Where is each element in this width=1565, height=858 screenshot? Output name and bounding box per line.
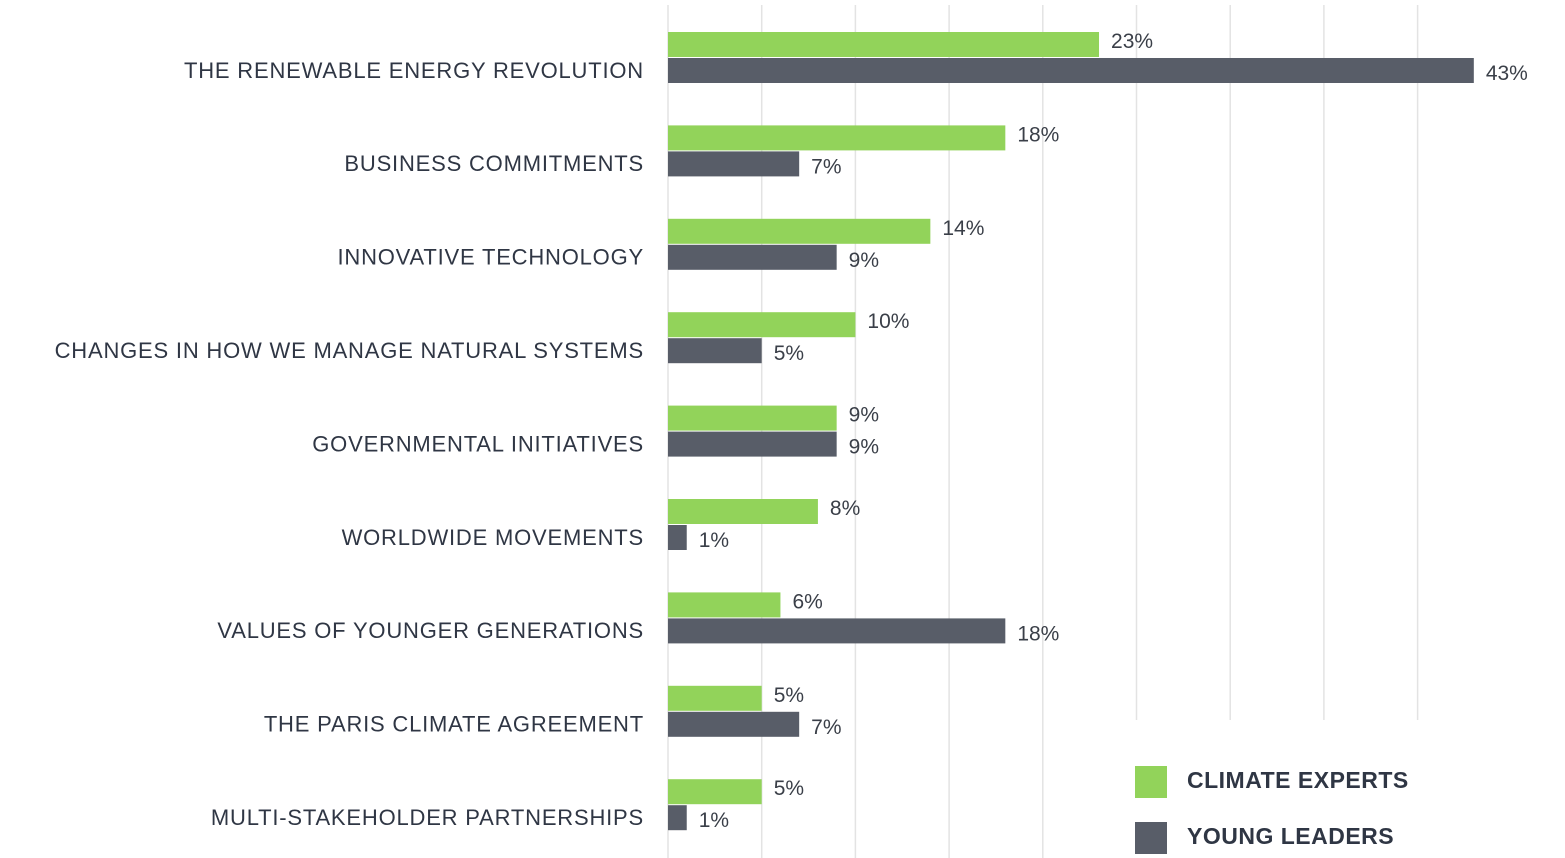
category-label: MULTI-STAKEHOLDER PARTNERSHIPS [211, 805, 644, 830]
bar [668, 58, 1474, 83]
bar [668, 244, 837, 270]
value-label: 1% [699, 809, 729, 832]
bar [668, 592, 781, 618]
bar [668, 151, 800, 177]
value-label: 5% [774, 342, 804, 365]
legend-swatch [1135, 766, 1167, 798]
category-label: THE PARIS CLIMATE AGREEMENT [264, 712, 644, 737]
category-label: BUSINESS COMMITMENTS [344, 151, 644, 176]
bar [668, 805, 687, 831]
category-label: THE RENEWABLE ENERGY REVOLUTION [184, 58, 644, 83]
value-label: 18% [1017, 123, 1059, 146]
value-label: 8% [830, 497, 860, 520]
category-label: CHANGES IN HOW WE MANAGE NATURAL SYSTEMS [55, 338, 644, 363]
legend-label: YOUNG LEADERS [1187, 823, 1394, 849]
value-label: 1% [699, 529, 729, 552]
value-label: 18% [1017, 622, 1059, 645]
value-label: 7% [811, 716, 841, 739]
bar [668, 125, 1006, 151]
value-label: 9% [849, 249, 879, 272]
value-label: 10% [867, 310, 909, 333]
value-label: 5% [774, 777, 804, 800]
bar [668, 779, 762, 805]
bar [668, 711, 800, 737]
bar [668, 32, 1100, 57]
value-label: 14% [942, 217, 984, 240]
category-label: VALUES OF YOUNGER GENERATIONS [217, 618, 644, 643]
value-label: 9% [849, 436, 879, 459]
bar [668, 525, 687, 550]
value-label: 9% [849, 404, 879, 427]
category-label: WORLDWIDE MOVEMENTS [342, 525, 644, 550]
bar [668, 405, 837, 431]
bar [668, 312, 856, 338]
value-label: 43% [1486, 62, 1528, 85]
bar [668, 431, 837, 457]
category-label: GOVERNMENTAL INITIATIVES [312, 431, 644, 456]
bar [668, 618, 1006, 644]
bar [668, 685, 762, 711]
legend-swatch [1135, 822, 1167, 854]
legend-label: CLIMATE EXPERTS [1187, 767, 1409, 793]
value-label: 6% [792, 590, 822, 613]
value-label: 23% [1111, 30, 1153, 53]
bar [668, 338, 762, 364]
bar [668, 218, 931, 244]
value-label: 5% [774, 684, 804, 707]
bar [668, 499, 818, 524]
value-label: 7% [811, 155, 841, 178]
category-label: INNOVATIVE TECHNOLOGY [337, 245, 644, 270]
